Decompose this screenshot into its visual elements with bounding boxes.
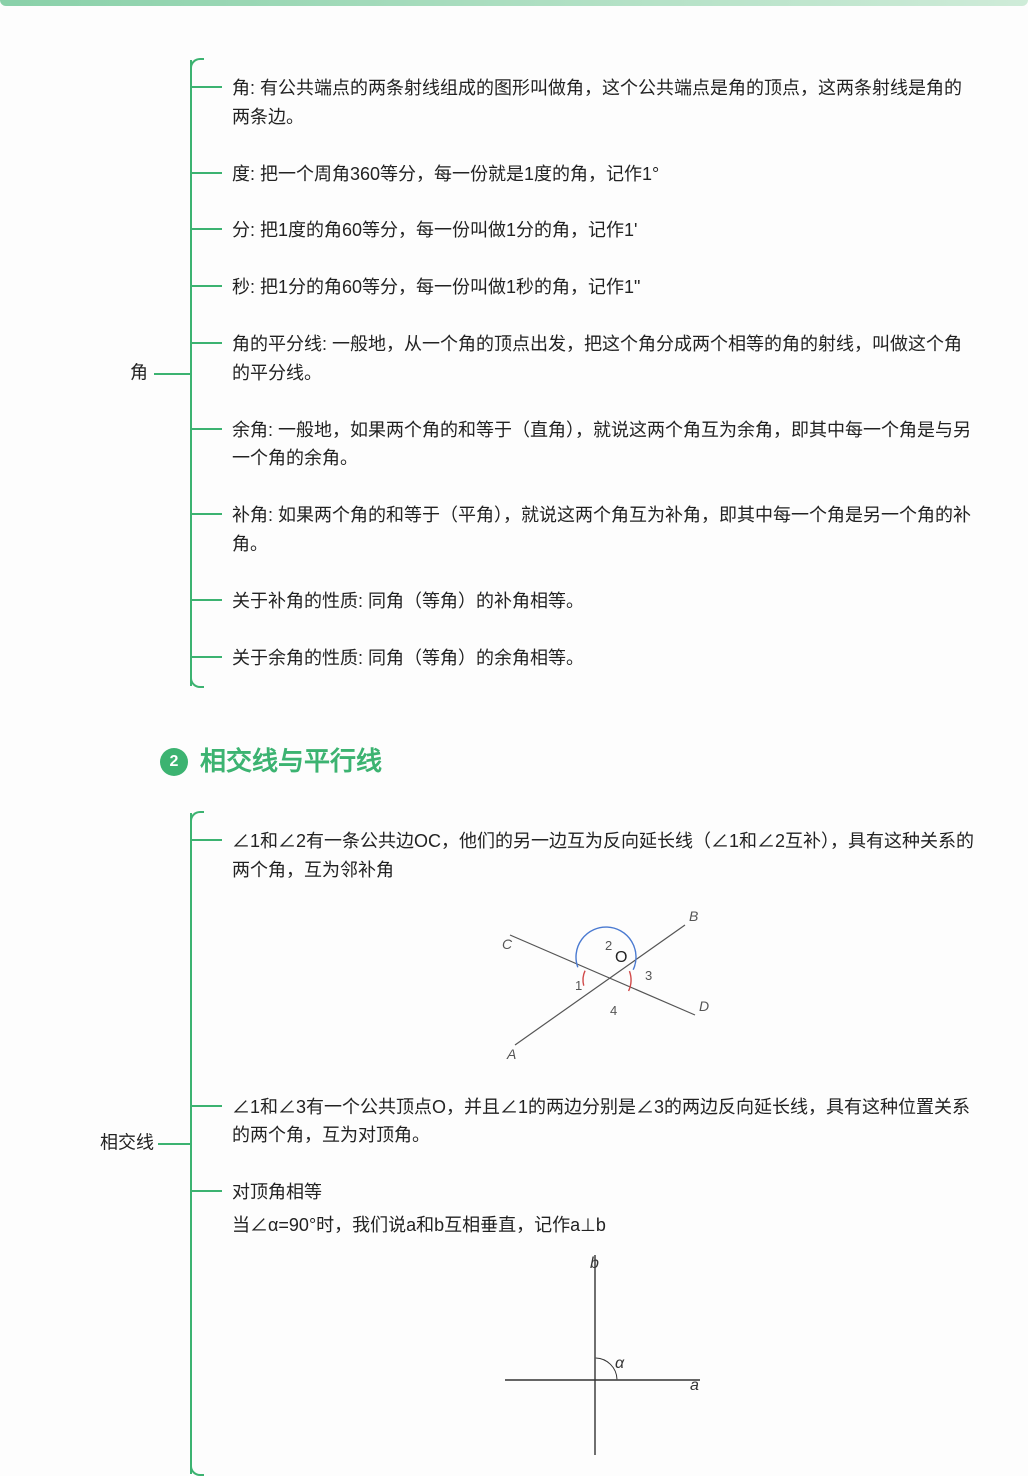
tree-item-text: 度: 把一个周角360等分，每一份就是1度的角，记作1° xyxy=(232,160,978,189)
tree-item-text: 分: 把1度的角60等分，每一份叫做1分的角，记作1' xyxy=(232,216,978,245)
tree-children-intersecting: ∠1和∠2有一条公共边OC，他们的另一边互为反向延长线（∠1和∠2互补），具有这… xyxy=(190,813,978,1474)
tree-children-angle: 角: 有公共端点的两条射线组成的图形叫做角，这个公共端点是角的顶点，这两条射线是… xyxy=(190,60,978,686)
svg-text:C: C xyxy=(502,936,513,952)
tree-item: 角的平分线: 一般地，从一个角的顶点出发，把这个角分成两个相等的角的射线，叫做这… xyxy=(192,316,978,402)
perpendicular-diagram: b a α xyxy=(475,1250,735,1460)
svg-text:a: a xyxy=(690,1377,699,1394)
tree-item-text: 关于余角的性质: 同角（等角）的余角相等。 xyxy=(232,644,978,673)
tree-item-text: 角的平分线: 一般地，从一个角的顶点出发，把这个角分成两个相等的角的射线，叫做这… xyxy=(232,330,978,388)
concept-tree-angle: 角 角: 有公共端点的两条射线组成的图形叫做角，这个公共端点是角的顶点，这两条射… xyxy=(70,60,978,686)
tree-item: 分: 把1度的角60等分，每一份叫做1分的角，记作1' xyxy=(192,202,978,259)
svg-text:A: A xyxy=(506,1046,516,1062)
svg-text:O: O xyxy=(615,949,627,966)
section-title: 相交线与平行线 xyxy=(200,741,382,783)
tree-item-text: 秒: 把1分的角60等分，每一份叫做1秒的角，记作1" xyxy=(232,273,978,302)
tree-item: 角: 有公共端点的两条射线组成的图形叫做角，这个公共端点是角的顶点，这两条射线是… xyxy=(192,60,978,146)
tree-item-subtext: 当∠α=90°时，我们说a和b互相垂直，记作a⊥b xyxy=(232,1211,978,1240)
tree-item: 补角: 如果两个角的和等于（平角），就说这两个角互为补角，即其中每一个角是另一个… xyxy=(192,487,978,573)
section-number-badge: 2 xyxy=(160,748,188,776)
svg-text:α: α xyxy=(615,1355,625,1372)
svg-text:3: 3 xyxy=(645,968,652,983)
tree-item: 关于余角的性质: 同角（等角）的余角相等。 xyxy=(192,630,978,687)
tree-root-connector xyxy=(158,1143,190,1145)
svg-text:4: 4 xyxy=(610,1003,617,1018)
tree-item: 对顶角相等当∠α=90°时，我们说a和b互相垂直，记作a⊥b b a α xyxy=(192,1164,978,1474)
tree-item: ∠1和∠3有一个公共顶点O，并且∠1的两边分别是∠3的两边反向延长线，具有这种位… xyxy=(192,1079,978,1165)
tree-item-text: 对顶角相等 xyxy=(232,1178,978,1207)
tree-item-text: 补角: 如果两个角的和等于（平角），就说这两个角互为补角，即其中每一个角是另一个… xyxy=(232,501,978,559)
section-header-2: 2 相交线与平行线 xyxy=(160,741,978,783)
svg-text:B: B xyxy=(689,908,698,924)
tree-root-label-angle: 角 xyxy=(130,359,148,388)
tree-item-text: ∠1和∠3有一个公共顶点O，并且∠1的两边分别是∠3的两边反向延长线，具有这种位… xyxy=(232,1093,978,1151)
tree-item-text: 角: 有公共端点的两条射线组成的图形叫做角，这个公共端点是角的顶点，这两条射线是… xyxy=(232,74,978,132)
tree-item: ∠1和∠2有一条公共边OC，他们的另一边互为反向延长线（∠1和∠2互补），具有这… xyxy=(192,813,978,1079)
svg-text:1: 1 xyxy=(575,978,582,993)
intersecting-lines-diagram: A B C D 1 2 3 4 O xyxy=(455,895,755,1065)
svg-text:D: D xyxy=(699,998,709,1014)
tree-root-connector xyxy=(154,373,190,375)
tree-item-text: 关于补角的性质: 同角（等角）的补角相等。 xyxy=(232,587,978,616)
tree-item: 关于补角的性质: 同角（等角）的补角相等。 xyxy=(192,573,978,630)
tree-item-text: 余角: 一般地，如果两个角的和等于（直角），就说这两个角互为余角，即其中每一个角… xyxy=(232,416,978,474)
tree-item-text: ∠1和∠2有一条公共边OC，他们的另一边互为反向延长线（∠1和∠2互补），具有这… xyxy=(232,827,978,885)
svg-text:2: 2 xyxy=(605,938,612,953)
diagram-container: A B C D 1 2 3 4 O xyxy=(232,895,978,1065)
concept-tree-intersecting: 相交线 ∠1和∠2有一条公共边OC，他们的另一边互为反向延长线（∠1和∠2互补）… xyxy=(70,813,978,1474)
page-top-border xyxy=(0,0,1028,6)
tree-item: 度: 把一个周角360等分，每一份就是1度的角，记作1° xyxy=(192,146,978,203)
diagram-container: b a α xyxy=(232,1250,978,1460)
tree-root-label-intersecting: 相交线 xyxy=(100,1129,154,1158)
tree-item: 余角: 一般地，如果两个角的和等于（直角），就说这两个角互为余角，即其中每一个角… xyxy=(192,402,978,488)
tree-item: 秒: 把1分的角60等分，每一份叫做1秒的角，记作1" xyxy=(192,259,978,316)
svg-text:b: b xyxy=(590,1255,599,1272)
